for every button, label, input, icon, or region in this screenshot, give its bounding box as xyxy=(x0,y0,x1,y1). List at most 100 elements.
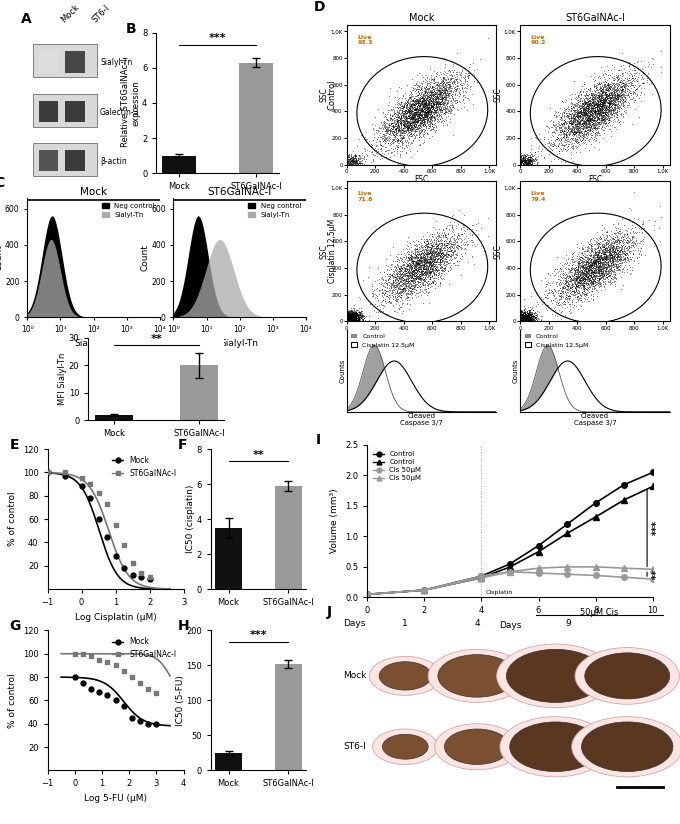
Point xyxy=(424,110,435,124)
Point xyxy=(445,85,456,98)
Point xyxy=(402,98,413,111)
Point xyxy=(565,265,576,279)
Point xyxy=(598,269,609,282)
Point xyxy=(428,85,439,98)
Point xyxy=(414,253,425,266)
Point xyxy=(396,266,407,279)
Point xyxy=(614,246,625,259)
Point xyxy=(593,236,604,250)
Point xyxy=(522,308,533,321)
Point xyxy=(422,103,433,116)
Point xyxy=(524,307,535,321)
Point xyxy=(395,275,406,288)
Point xyxy=(566,113,577,126)
Point xyxy=(597,253,608,266)
Point xyxy=(414,78,425,91)
Point xyxy=(398,119,409,132)
Point xyxy=(625,246,636,260)
Point xyxy=(434,241,445,255)
Point xyxy=(524,308,534,321)
Point xyxy=(379,286,390,299)
Point xyxy=(534,306,545,319)
Bar xyxy=(33,44,97,77)
Point xyxy=(403,104,413,117)
Point xyxy=(399,120,410,133)
Point xyxy=(405,269,415,282)
Point xyxy=(426,277,437,290)
Point xyxy=(416,105,427,119)
Point xyxy=(403,265,413,279)
Point xyxy=(611,242,622,255)
Point xyxy=(419,282,430,295)
Point xyxy=(429,277,440,290)
Point xyxy=(421,108,432,121)
Point xyxy=(636,234,647,247)
Point xyxy=(428,254,439,267)
Point xyxy=(525,307,536,321)
Point xyxy=(596,101,607,115)
Point xyxy=(424,61,435,74)
Point xyxy=(435,88,446,101)
Point xyxy=(522,314,532,327)
Point xyxy=(351,315,362,328)
Point xyxy=(527,310,538,323)
Point xyxy=(585,95,596,108)
Point xyxy=(354,312,364,325)
Point xyxy=(432,103,443,116)
Point xyxy=(344,311,355,325)
Point xyxy=(370,110,381,124)
Point xyxy=(347,154,358,167)
Point xyxy=(574,119,585,132)
Point xyxy=(519,309,530,322)
Point xyxy=(428,255,439,269)
Point xyxy=(596,89,607,102)
Point xyxy=(518,307,529,321)
Point xyxy=(408,133,419,147)
Point xyxy=(409,79,420,92)
Point xyxy=(556,108,567,121)
Point xyxy=(343,306,354,319)
Point xyxy=(579,114,590,127)
Point xyxy=(539,133,549,146)
Point xyxy=(420,97,431,110)
Point xyxy=(386,268,397,281)
Point xyxy=(587,104,598,117)
Point xyxy=(522,307,532,320)
Point xyxy=(588,264,599,277)
Point xyxy=(421,266,432,279)
Point xyxy=(617,230,628,243)
Point xyxy=(427,240,438,253)
Point xyxy=(454,228,464,241)
Point xyxy=(384,117,394,130)
Point xyxy=(591,101,602,114)
Point xyxy=(439,106,449,119)
Point xyxy=(576,291,587,304)
Point xyxy=(352,311,362,325)
Point xyxy=(345,313,356,326)
Point xyxy=(515,302,526,316)
Point xyxy=(624,60,634,73)
Point xyxy=(517,312,528,325)
Point xyxy=(413,107,424,120)
Point xyxy=(347,311,358,324)
Point xyxy=(426,266,437,279)
Point xyxy=(577,103,588,116)
Point xyxy=(589,114,600,127)
Circle shape xyxy=(510,722,601,771)
Point xyxy=(413,115,424,128)
Point xyxy=(411,105,422,118)
Point xyxy=(571,103,582,116)
Point xyxy=(575,271,585,284)
Point xyxy=(522,311,532,325)
Point xyxy=(597,96,608,110)
Point xyxy=(578,105,589,118)
Point xyxy=(618,81,629,94)
Point xyxy=(416,123,427,136)
Point xyxy=(610,110,621,124)
Point xyxy=(598,230,609,243)
Point xyxy=(375,304,386,317)
Point xyxy=(411,116,422,129)
Point xyxy=(406,116,417,129)
Point xyxy=(413,115,424,129)
Point xyxy=(409,91,420,104)
